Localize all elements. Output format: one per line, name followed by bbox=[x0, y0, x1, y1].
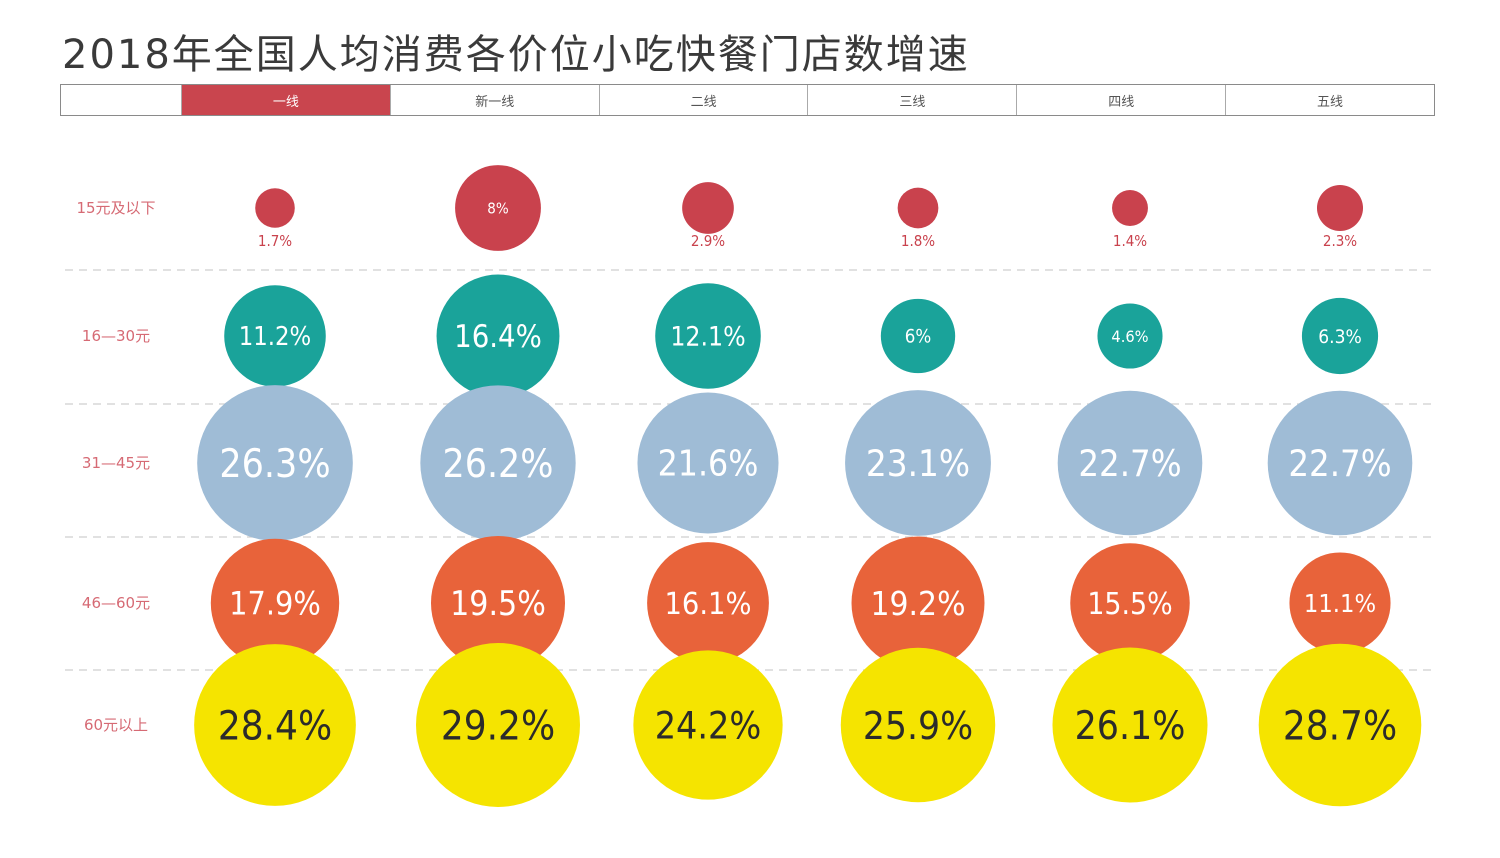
row-label: 16—30元 bbox=[82, 327, 150, 345]
bubble bbox=[416, 643, 580, 807]
bubble-label: 22.7% bbox=[1078, 442, 1181, 485]
bubble bbox=[420, 385, 576, 541]
bubble-label: 1.4% bbox=[1113, 232, 1147, 250]
bubble-label: 24.2% bbox=[655, 703, 762, 747]
bubble-label: 25.9% bbox=[863, 704, 973, 749]
tab-tier2[interactable]: 二线 bbox=[598, 85, 808, 115]
bubble-label: 19.5% bbox=[450, 584, 546, 623]
bubble-label: 1.7% bbox=[258, 232, 292, 250]
bubble bbox=[436, 274, 560, 398]
bubble-label: 17.9% bbox=[229, 585, 321, 623]
row-label: 60元以上 bbox=[84, 716, 148, 734]
row-label: 15元及以下 bbox=[76, 199, 155, 217]
bubble-label: 16.1% bbox=[665, 587, 752, 622]
chart-title: 2018年全国人均消费各价位小吃快餐门店数增速 bbox=[62, 32, 970, 78]
bubble bbox=[1258, 643, 1422, 807]
bubble bbox=[1301, 297, 1379, 375]
bubble-label: 21.6% bbox=[658, 444, 759, 485]
bubble-label: 15.5% bbox=[1087, 587, 1172, 622]
bubble-label: 2.9% bbox=[691, 232, 725, 250]
bubble bbox=[194, 644, 356, 806]
bubble-label: 2.3% bbox=[1323, 232, 1357, 250]
bubble-label: 11.1% bbox=[1304, 589, 1376, 618]
bubble bbox=[1052, 647, 1208, 803]
tab-tier5[interactable]: 五线 bbox=[1225, 85, 1434, 115]
bubble bbox=[197, 385, 353, 541]
bubble-label: 23.1% bbox=[866, 442, 970, 485]
bubble-label: 28.4% bbox=[218, 703, 332, 749]
bubble bbox=[1289, 552, 1391, 654]
bubble-label: 6.3% bbox=[1318, 326, 1362, 348]
bubble-label: 16.4% bbox=[454, 319, 542, 355]
bubble bbox=[880, 298, 956, 374]
bubble-label: 22.7% bbox=[1288, 442, 1391, 485]
bubble-label: 26.2% bbox=[443, 442, 554, 487]
bubble bbox=[637, 392, 779, 534]
tab-tier1[interactable]: 一线 bbox=[181, 85, 390, 115]
bubble bbox=[1316, 184, 1364, 232]
bubble bbox=[455, 165, 541, 251]
bubble bbox=[851, 536, 985, 670]
bubble bbox=[633, 650, 783, 800]
bubble bbox=[255, 188, 295, 228]
bubble-label: 26.3% bbox=[219, 442, 330, 487]
bubble-label: 4.6% bbox=[1111, 327, 1148, 346]
bubble bbox=[1057, 390, 1203, 536]
bubble-label: 1.8% bbox=[901, 232, 935, 250]
bubble-label: 11.2% bbox=[239, 321, 312, 351]
bubble bbox=[1112, 190, 1148, 226]
bubble bbox=[1070, 543, 1190, 663]
bubble bbox=[224, 285, 326, 387]
row-label: 31—45元 bbox=[82, 454, 150, 472]
bubble-label: 28.7% bbox=[1283, 703, 1397, 749]
row-label: 46—60元 bbox=[82, 594, 150, 612]
bubble bbox=[1097, 303, 1163, 369]
bubble-label: 6% bbox=[905, 327, 932, 348]
tab-new-tier1[interactable]: 新一线 bbox=[389, 85, 599, 115]
bubble-label: 26.1% bbox=[1075, 704, 1186, 749]
bubble-label: 12.1% bbox=[670, 323, 745, 353]
tab-tier4[interactable]: 四线 bbox=[1016, 85, 1225, 115]
bubble bbox=[1267, 390, 1413, 536]
tab-tier3[interactable]: 三线 bbox=[807, 85, 1016, 115]
bubble-label: 29.2% bbox=[441, 703, 555, 749]
city-tier-tabs: 一线 新一线 二线 三线 四线 五线 bbox=[60, 84, 1435, 116]
bubble bbox=[845, 390, 991, 536]
bubble bbox=[647, 542, 769, 664]
bubble bbox=[210, 538, 340, 668]
bubble-label: 19.2% bbox=[871, 584, 966, 623]
bubble bbox=[430, 535, 566, 671]
bubble bbox=[840, 647, 996, 803]
bubble bbox=[682, 182, 734, 234]
bubble bbox=[655, 283, 761, 389]
bubble bbox=[897, 187, 939, 229]
bubble-label: 8% bbox=[487, 199, 509, 217]
